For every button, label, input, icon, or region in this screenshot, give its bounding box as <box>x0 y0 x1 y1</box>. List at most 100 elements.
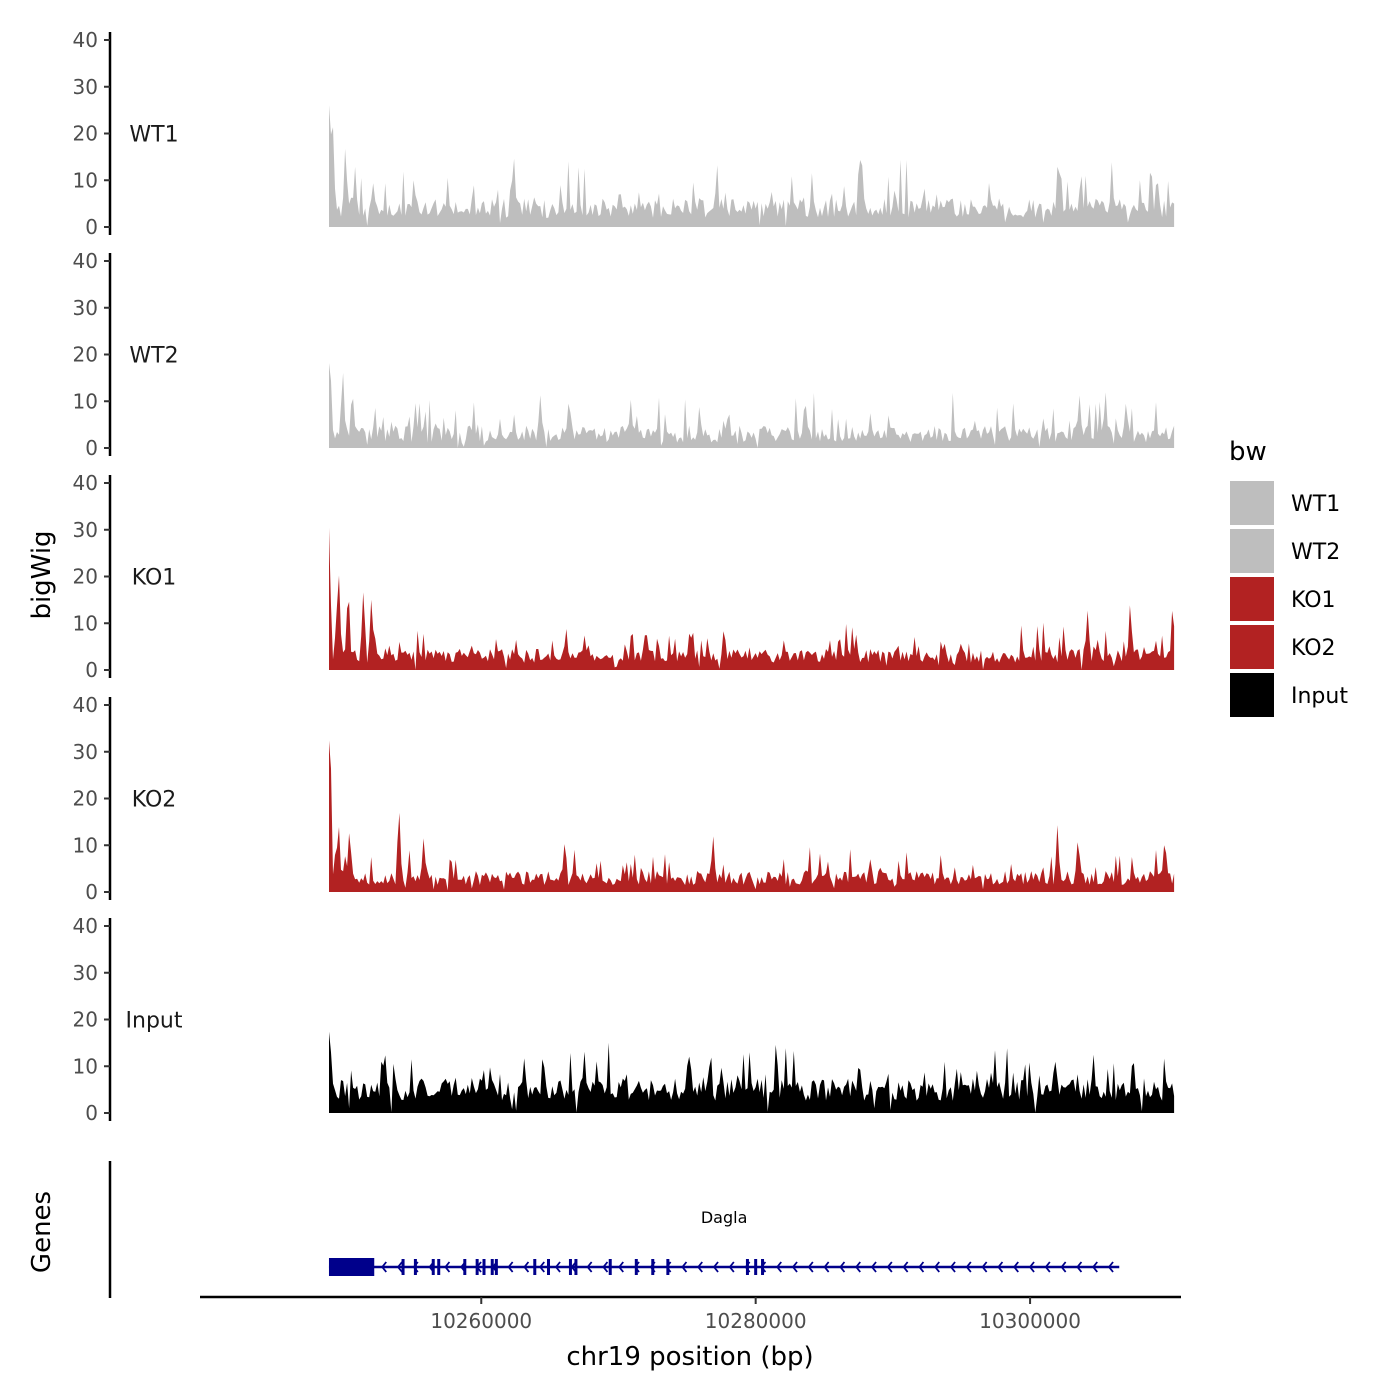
track-label: KO1 <box>132 566 177 591</box>
strand-arrow <box>586 1261 593 1273</box>
y-tick-label: 10 <box>73 168 98 192</box>
strand-arrow <box>965 1261 972 1273</box>
strand-arrow <box>949 1261 956 1273</box>
strand-arrow <box>428 1261 435 1273</box>
legend-title: bw <box>1229 437 1267 467</box>
y-tick-label: 30 <box>73 75 98 99</box>
strand-arrow <box>460 1261 466 1273</box>
gene-exon <box>401 1259 405 1275</box>
strand-arrow <box>902 1261 909 1273</box>
y-tick-label: 0 <box>85 880 98 904</box>
strand-arrow <box>728 1261 735 1273</box>
y-tick-label: 0 <box>85 658 98 682</box>
strand-arrow <box>760 1261 767 1273</box>
strand-arrow <box>475 1261 482 1273</box>
legend-key-wt1 <box>1230 481 1274 525</box>
y-tick-label: 0 <box>85 1101 98 1125</box>
gene-exon <box>634 1259 638 1275</box>
y-tick-label: 20 <box>73 122 98 146</box>
x-tick-label: 10260000 <box>430 1309 532 1333</box>
coverage-area-wt1 <box>329 105 1175 227</box>
legend-key-wt2 <box>1230 529 1274 573</box>
genes-axis-title: Genes <box>27 1191 57 1273</box>
y-tick-label: 20 <box>73 565 98 589</box>
coverage-area-ko2 <box>329 740 1175 892</box>
gene-exon <box>413 1259 417 1275</box>
gene-exon <box>666 1259 670 1275</box>
track-label: WT2 <box>129 344 178 369</box>
y-tick-label: 10 <box>73 833 98 857</box>
y-tick-label: 20 <box>73 343 98 367</box>
y-tick-label: 40 <box>73 914 98 938</box>
strand-arrow <box>1044 1261 1051 1273</box>
gene-exon <box>745 1259 749 1275</box>
y-tick-label: 40 <box>73 693 98 717</box>
strand-arrow <box>1092 1261 1098 1273</box>
x-tick-label: 10280000 <box>705 1309 807 1333</box>
strand-arrow <box>665 1261 672 1273</box>
gene-utr-block <box>328 1258 375 1276</box>
y-tick-label: 10 <box>73 611 98 635</box>
coverage-area-input <box>329 1031 1175 1113</box>
legend-label: Input <box>1291 684 1348 709</box>
gene-exon <box>533 1259 537 1275</box>
strand-arrow <box>681 1261 688 1273</box>
track-input: 0 10 20 30 40 Input <box>73 914 1175 1125</box>
y-tick-label: 0 <box>85 436 98 460</box>
strand-arrow <box>539 1261 545 1273</box>
y-tick-label: 10 <box>73 389 98 413</box>
strand-arrow <box>618 1261 624 1273</box>
legend-key-ko2 <box>1230 625 1274 669</box>
legend-key-input <box>1230 673 1274 717</box>
gene-exon <box>754 1259 758 1275</box>
strand-arrow <box>697 1261 703 1273</box>
strand-arrow <box>1107 1261 1114 1273</box>
y-tick-label: 30 <box>73 518 98 542</box>
strand-arrow <box>1013 1261 1019 1273</box>
gene-exon <box>546 1259 550 1275</box>
track-label: KO2 <box>132 788 177 813</box>
strand-arrow <box>886 1261 893 1273</box>
track-label: WT1 <box>129 123 178 148</box>
strand-arrow <box>444 1261 451 1273</box>
strand-arrow <box>554 1261 561 1273</box>
gene-exon <box>463 1259 467 1275</box>
legend-key-ko1 <box>1230 577 1274 621</box>
gene-exon <box>608 1259 612 1275</box>
strand-arrow <box>570 1261 577 1273</box>
track-wt2: 0 10 20 30 40 WT2 <box>73 249 1175 460</box>
strand-arrow <box>791 1261 798 1273</box>
strand-arrow <box>870 1261 877 1273</box>
strand-arrow <box>712 1261 719 1273</box>
gene-exon <box>494 1259 498 1275</box>
y-tick-label: 10 <box>73 1054 98 1078</box>
strand-arrow <box>412 1261 419 1273</box>
track-ko1: 0 10 20 30 40 KO1 <box>73 471 1175 682</box>
strand-arrow <box>491 1261 498 1273</box>
y-tick-label: 30 <box>73 296 98 320</box>
gene-exon <box>568 1259 572 1275</box>
strand-arrow <box>1028 1261 1035 1273</box>
gene-panel: Dagla <box>108 1161 1120 1298</box>
y-tick-label: 40 <box>73 249 98 273</box>
gene-exon <box>437 1259 441 1275</box>
strand-arrow <box>776 1261 782 1273</box>
strand-arrow <box>918 1261 925 1273</box>
x-axis-title: chr19 position (bp) <box>566 1342 813 1372</box>
y-tick-label: 20 <box>73 1008 98 1032</box>
track-ko2: 0 10 20 30 40 KO2 <box>73 693 1175 904</box>
strand-arrow <box>1076 1261 1083 1273</box>
legend: bw WT1 WT2 KO1 KO2 Input <box>1229 437 1348 717</box>
strand-arrow <box>807 1261 814 1273</box>
strand-arrow <box>381 1261 387 1273</box>
x-axis: 10260000 10280000 10300000 <box>200 1295 1181 1333</box>
strand-arrow <box>823 1261 830 1273</box>
y-tick-label: 30 <box>73 740 98 764</box>
strand-arrow <box>934 1261 940 1273</box>
coverage-area-wt2 <box>329 363 1175 448</box>
strand-arrow <box>396 1261 403 1273</box>
y-tick-label: 0 <box>85 215 98 239</box>
y-tick-label: 40 <box>73 28 98 52</box>
strand-arrow <box>602 1261 609 1273</box>
